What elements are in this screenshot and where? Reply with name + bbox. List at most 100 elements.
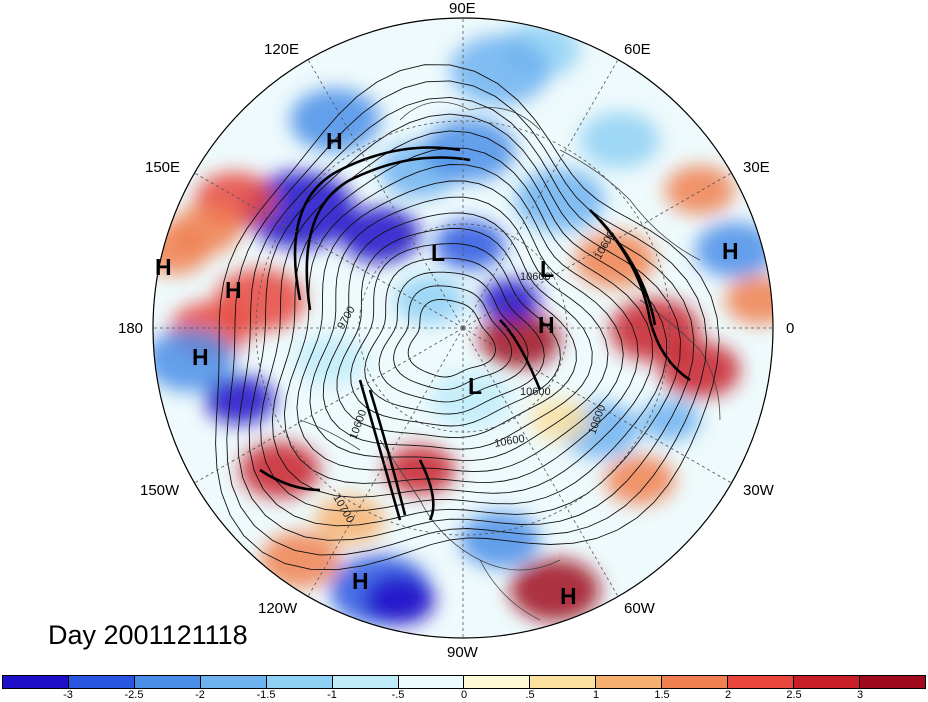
colorbar-tick-label: 2.5	[786, 689, 802, 701]
high-pressure-marker: H	[352, 568, 369, 594]
colorbar-box	[3, 676, 69, 688]
height-contour	[407, 299, 496, 378]
anomaly-blob	[215, 268, 305, 332]
anomaly-blob	[170, 205, 240, 255]
colorbar-box	[859, 676, 925, 688]
anomaly-blob	[725, 275, 773, 325]
coastline	[399, 101, 541, 131]
coastline	[299, 419, 361, 451]
high-pressure-marker: H	[538, 312, 555, 338]
anomaly-blob	[205, 375, 275, 425]
anomaly-blob	[450, 35, 550, 105]
height-contour	[322, 212, 593, 450]
height-contour	[309, 196, 609, 461]
lon-label-90w: 90W	[447, 644, 478, 661]
height-contour	[336, 228, 577, 439]
colorbar-tick-label: 3	[856, 689, 864, 701]
contour-label: 10600	[520, 386, 551, 398]
height-contour	[226, 80, 708, 556]
anomaly-blob	[665, 165, 735, 215]
colorbar	[2, 675, 926, 689]
longitude-line	[194, 172, 464, 329]
colorbar-tick-label: 1.5	[654, 689, 670, 701]
anomaly-blob	[425, 118, 515, 182]
height-contour	[237, 96, 695, 541]
height-contour	[393, 285, 513, 391]
colorbar-box	[794, 676, 860, 688]
low-pressure-marker: L	[468, 373, 483, 399]
lon-label-120e: 120E	[264, 41, 300, 58]
height-contour	[378, 271, 529, 403]
high-pressure-marker: H	[155, 254, 172, 280]
anomaly-blob	[610, 298, 700, 362]
height-contour	[283, 164, 639, 484]
coastline	[379, 439, 561, 571]
colorbar-box	[728, 676, 795, 688]
height-contour	[364, 257, 545, 415]
colorbar-box	[398, 676, 465, 688]
lon-label-150e: 150E	[145, 159, 181, 176]
height-contour	[350, 243, 561, 427]
colorbar-tick-label: -3	[63, 689, 73, 701]
longitude-line	[462, 172, 732, 329]
anomaly-blob	[695, 222, 773, 278]
colorbar-tick-label: -1.5	[256, 689, 276, 701]
colorbar-box	[68, 676, 135, 688]
height-contour	[248, 113, 681, 527]
longitude-line	[462, 59, 619, 329]
lon-label-180: 180	[118, 320, 144, 337]
longitude-line	[194, 327, 464, 484]
jet-contour	[293, 146, 461, 301]
colorbar-box	[662, 676, 729, 688]
height-contour	[215, 64, 720, 571]
contour-label: 10600	[493, 433, 525, 450]
colorbar-box	[134, 676, 201, 688]
lon-label-150w: 150W	[140, 482, 180, 499]
day-title: Day 2001121118	[48, 620, 248, 650]
colorbar-tick-label: 2	[724, 689, 732, 701]
anomaly-blob	[480, 312, 560, 368]
coastline	[479, 559, 541, 621]
lon-label-30e: 30E	[743, 159, 770, 176]
colorbar-box	[530, 676, 597, 688]
graticule	[153, 18, 773, 638]
coastline	[559, 149, 701, 261]
high-pressure-marker: H	[192, 344, 209, 370]
lon-label-90e: 90E	[449, 0, 476, 17]
longitude-line	[462, 327, 732, 484]
colorbar-tick-label: .5	[525, 689, 535, 701]
colorbar-tick-label: -.5	[391, 689, 405, 701]
anomaly-blob	[515, 168, 605, 232]
longitude-line	[307, 59, 464, 329]
anomaly-blob	[315, 495, 385, 545]
jet-contour	[368, 389, 407, 516]
height-contour	[271, 147, 654, 498]
height-contour	[296, 180, 624, 473]
colorbar-box	[596, 676, 663, 688]
low-pressure-marker: L	[540, 256, 555, 282]
height-contours	[215, 64, 720, 571]
anomaly-blob	[290, 88, 380, 152]
longitude-line	[462, 327, 619, 597]
colorbar-tick-label: -2	[195, 689, 205, 701]
anomaly-blob	[605, 455, 675, 505]
colorbar-box	[464, 676, 531, 688]
colorbar-tick-label: -1	[327, 689, 337, 701]
colorbar-labels: -3 -2.5 -2 -1.5 -1 -.5 0 .5 1 1.5 2 2.5 3	[2, 689, 926, 702]
longitude-line	[307, 327, 464, 597]
contour-label: 10600	[520, 271, 551, 283]
jet-contour	[358, 379, 402, 521]
anomaly-blob	[510, 558, 600, 622]
map-boundary	[152, 17, 774, 639]
jet-thick-contours	[259, 146, 691, 521]
low-pressure-marker: L	[431, 240, 446, 266]
high-pressure-marker: H	[560, 583, 577, 609]
anomaly-blob	[580, 112, 660, 168]
colorbar-box	[266, 676, 333, 688]
colorbar-tick-label: 0	[460, 689, 468, 701]
high-pressure-marker: H	[225, 277, 242, 303]
colorbar-tick-label: -2.5	[124, 689, 144, 701]
anomaly-blob	[365, 575, 435, 625]
jet-contour	[499, 319, 542, 391]
